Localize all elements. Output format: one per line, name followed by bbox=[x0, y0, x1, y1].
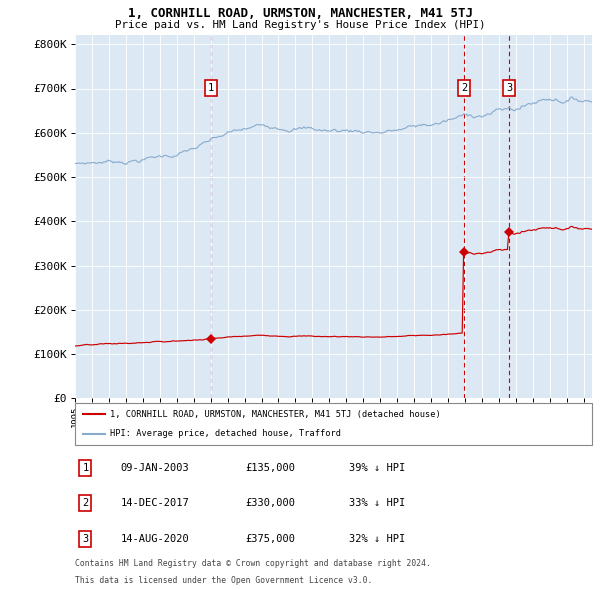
Text: 14-AUG-2020: 14-AUG-2020 bbox=[121, 534, 189, 543]
Text: 39% ↓ HPI: 39% ↓ HPI bbox=[349, 463, 406, 473]
Text: 1, CORNHILL ROAD, URMSTON, MANCHESTER, M41 5TJ (detached house): 1, CORNHILL ROAD, URMSTON, MANCHESTER, M… bbox=[110, 410, 441, 419]
Text: 14-DEC-2017: 14-DEC-2017 bbox=[121, 499, 189, 508]
Text: 09-JAN-2003: 09-JAN-2003 bbox=[121, 463, 189, 473]
Text: £330,000: £330,000 bbox=[245, 499, 296, 508]
Text: This data is licensed under the Open Government Licence v3.0.: This data is licensed under the Open Gov… bbox=[75, 576, 373, 585]
Text: 3: 3 bbox=[506, 83, 512, 93]
Text: 2: 2 bbox=[461, 83, 467, 93]
Text: HPI: Average price, detached house, Trafford: HPI: Average price, detached house, Traf… bbox=[110, 430, 341, 438]
Text: 1: 1 bbox=[208, 83, 214, 93]
Text: Price paid vs. HM Land Registry's House Price Index (HPI): Price paid vs. HM Land Registry's House … bbox=[115, 20, 485, 30]
Text: 1, CORNHILL ROAD, URMSTON, MANCHESTER, M41 5TJ: 1, CORNHILL ROAD, URMSTON, MANCHESTER, M… bbox=[128, 7, 473, 20]
Text: 2: 2 bbox=[82, 499, 88, 508]
Text: 1: 1 bbox=[82, 463, 88, 473]
Text: Contains HM Land Registry data © Crown copyright and database right 2024.: Contains HM Land Registry data © Crown c… bbox=[75, 559, 431, 568]
Text: 33% ↓ HPI: 33% ↓ HPI bbox=[349, 499, 406, 508]
Text: 32% ↓ HPI: 32% ↓ HPI bbox=[349, 534, 406, 543]
Text: £375,000: £375,000 bbox=[245, 534, 296, 543]
Text: £135,000: £135,000 bbox=[245, 463, 296, 473]
Text: 3: 3 bbox=[82, 534, 88, 543]
